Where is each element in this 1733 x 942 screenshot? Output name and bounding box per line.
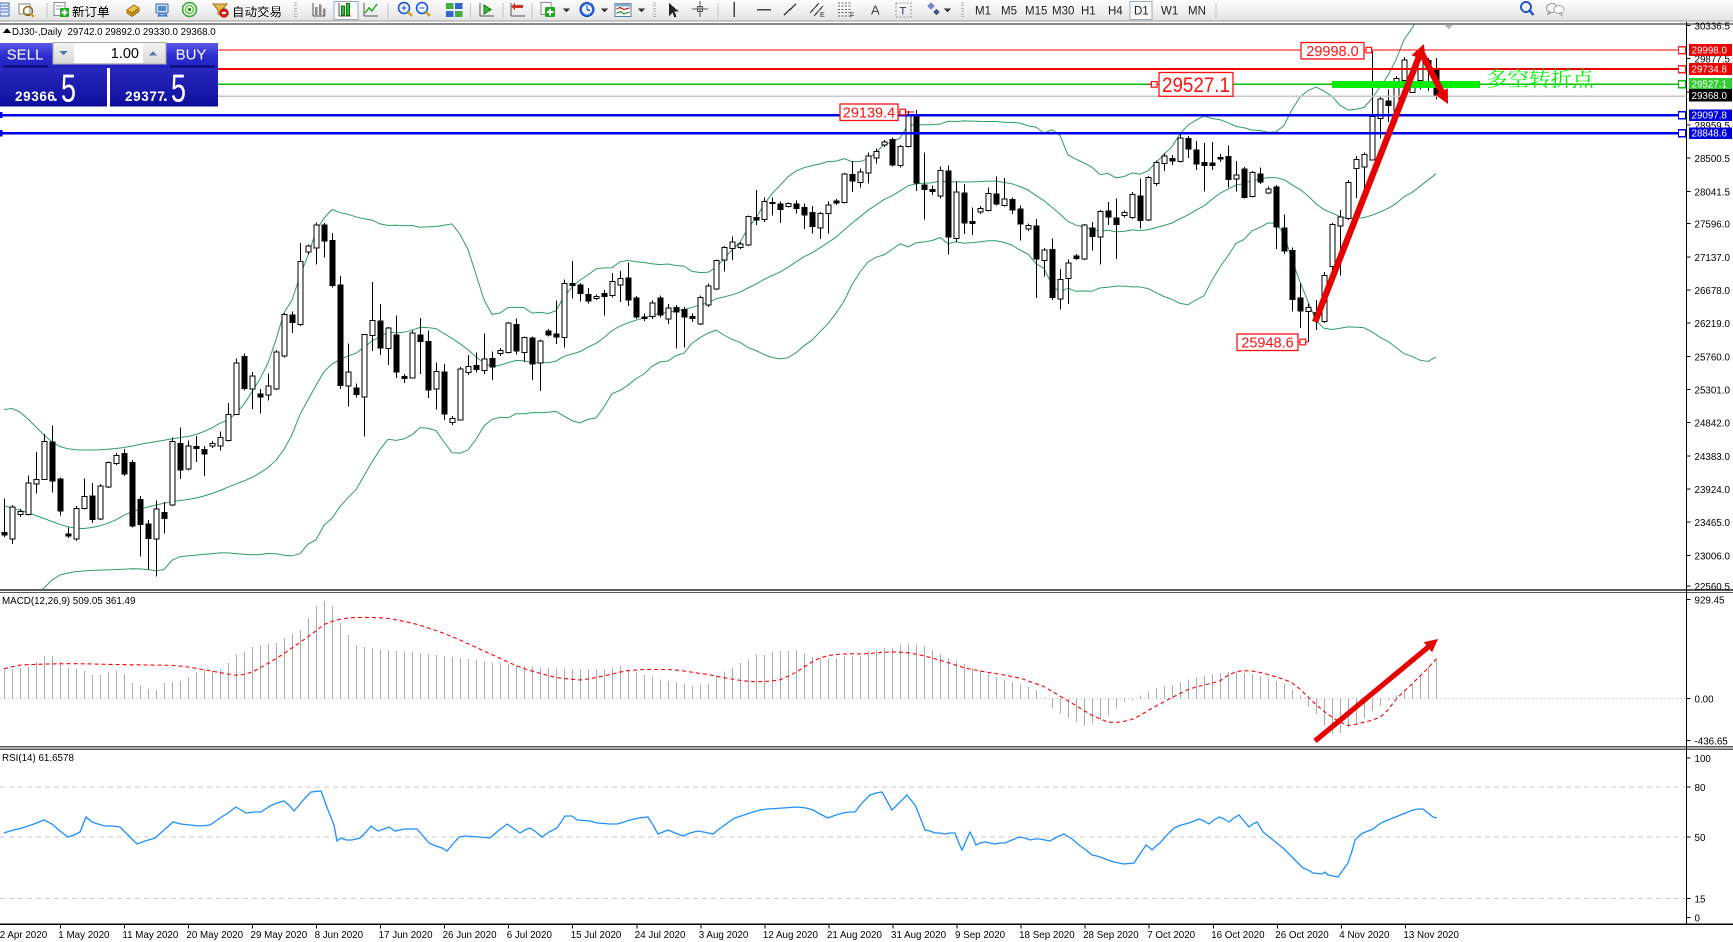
svg-text:26678.0: 26678.0 (1695, 286, 1731, 297)
svg-text:21 Aug 2020: 21 Aug 2020 (827, 930, 883, 941)
svg-text:29368.0: 29368.0 (1692, 91, 1728, 102)
svg-text:4 Nov 2020: 4 Nov 2020 (1339, 930, 1390, 941)
svg-text:0.00: 0.00 (1695, 694, 1715, 705)
svg-text:26 Oct 2020: 26 Oct 2020 (1275, 930, 1329, 941)
svg-text:28041.5: 28041.5 (1695, 187, 1731, 198)
svg-text:22560.5: 22560.5 (1695, 582, 1731, 593)
svg-text:16 Oct 2020: 16 Oct 2020 (1211, 930, 1265, 941)
svg-text:12 Aug 2020: 12 Aug 2020 (763, 930, 819, 941)
svg-text:9 Sep 2020: 9 Sep 2020 (955, 930, 1006, 941)
svg-text:D1: D1 (1134, 6, 1149, 18)
svg-text:100: 100 (1695, 754, 1712, 765)
svg-text:28500.5: 28500.5 (1695, 154, 1731, 165)
svg-text:26219.0: 26219.0 (1695, 319, 1731, 330)
svg-text:30336.5: 30336.5 (1695, 22, 1731, 33)
svg-text:A: A (871, 3, 880, 18)
svg-text:MN: MN (1188, 6, 1206, 18)
svg-text:23924.0: 23924.0 (1695, 485, 1731, 496)
svg-text:17 Jun 2020: 17 Jun 2020 (379, 930, 433, 941)
svg-text:DJ30-,Daily 29742.0 29892.0 2: DJ30-,Daily 29742.0 29892.0 29330.0 2936… (12, 27, 216, 38)
svg-text:29139.4: 29139.4 (843, 106, 895, 122)
svg-text:W1: W1 (1161, 6, 1178, 18)
svg-text:5: 5 (171, 68, 186, 111)
svg-text:8 Jun 2020: 8 Jun 2020 (315, 930, 364, 941)
svg-text:E: E (820, 12, 825, 19)
svg-text:29366: 29366 (15, 89, 56, 104)
svg-text:29097.8: 29097.8 (1692, 111, 1728, 122)
svg-text:M5: M5 (1001, 6, 1017, 18)
svg-text:29 May 2020: 29 May 2020 (251, 930, 308, 941)
svg-text:BUY: BUY (176, 47, 207, 64)
svg-text:1 May 2020: 1 May 2020 (58, 930, 110, 941)
svg-text:.: . (53, 86, 58, 105)
svg-text:6 Jul 2020: 6 Jul 2020 (507, 930, 553, 941)
svg-text:7 Oct 2020: 7 Oct 2020 (1147, 930, 1195, 941)
svg-text:24842.0: 24842.0 (1695, 419, 1731, 430)
svg-text:-436.65: -436.65 (1695, 736, 1729, 747)
svg-text:29998.0: 29998.0 (1692, 46, 1728, 57)
svg-text:11 May 2020: 11 May 2020 (122, 930, 178, 941)
svg-text:25760.0: 25760.0 (1695, 352, 1731, 363)
svg-text:RSI(14) 61.6578: RSI(14) 61.6578 (2, 753, 74, 764)
svg-text:15: 15 (1695, 895, 1706, 906)
svg-text:29527.1: 29527.1 (1692, 80, 1727, 91)
svg-text:1.00: 1.00 (111, 46, 139, 62)
svg-text:50: 50 (1695, 833, 1706, 844)
svg-text:28959.5: 28959.5 (1695, 121, 1731, 132)
svg-text:H4: H4 (1108, 6, 1123, 18)
svg-text:22 Apr 2020: 22 Apr 2020 (0, 930, 48, 941)
svg-text:27137.0: 27137.0 (1695, 253, 1731, 264)
svg-text:0: 0 (1695, 914, 1701, 925)
svg-text:13 Nov 2020: 13 Nov 2020 (1403, 930, 1459, 941)
svg-text:29998.0: 29998.0 (1306, 44, 1358, 60)
svg-text:24 Jul 2020: 24 Jul 2020 (635, 930, 686, 941)
svg-text:20 May 2020: 20 May 2020 (186, 930, 243, 941)
svg-text:31 Aug 2020: 31 Aug 2020 (891, 930, 947, 941)
svg-text:5: 5 (61, 68, 76, 111)
svg-text:28 Sep 2020: 28 Sep 2020 (1083, 930, 1139, 941)
svg-text:29377: 29377 (125, 89, 166, 104)
svg-text:H1: H1 (1081, 6, 1096, 18)
svg-text:SELL: SELL (7, 47, 44, 64)
svg-text:29877.5: 29877.5 (1695, 55, 1731, 66)
svg-text:27596.0: 27596.0 (1695, 220, 1731, 231)
svg-text:24383.0: 24383.0 (1695, 452, 1731, 463)
svg-text:23006.0: 23006.0 (1695, 551, 1731, 562)
svg-text:28848.6: 28848.6 (1692, 129, 1728, 140)
svg-text:23465.0: 23465.0 (1695, 518, 1731, 529)
svg-text:M1: M1 (975, 6, 991, 18)
svg-text:29527.1: 29527.1 (1162, 74, 1230, 97)
svg-text:25301.0: 25301.0 (1695, 386, 1731, 397)
svg-text:15 Jul 2020: 15 Jul 2020 (571, 930, 622, 941)
svg-text:MACD(12,26,9) 509.05 361.49: MACD(12,26,9) 509.05 361.49 (2, 596, 135, 607)
svg-text:M15: M15 (1025, 6, 1047, 18)
svg-text:T: T (900, 6, 907, 18)
svg-text:M30: M30 (1052, 6, 1074, 18)
svg-text:29734.8: 29734.8 (1692, 65, 1728, 76)
svg-text:F: F (850, 13, 854, 20)
svg-text:3 Aug 2020: 3 Aug 2020 (699, 930, 749, 941)
svg-text:.: . (163, 86, 168, 105)
svg-text:929.45: 929.45 (1695, 596, 1726, 607)
svg-text:18 Sep 2020: 18 Sep 2020 (1019, 930, 1075, 941)
svg-text:80: 80 (1695, 783, 1706, 794)
svg-text:25948.6: 25948.6 (1241, 336, 1293, 352)
svg-text:26 Jun 2020: 26 Jun 2020 (443, 930, 497, 941)
